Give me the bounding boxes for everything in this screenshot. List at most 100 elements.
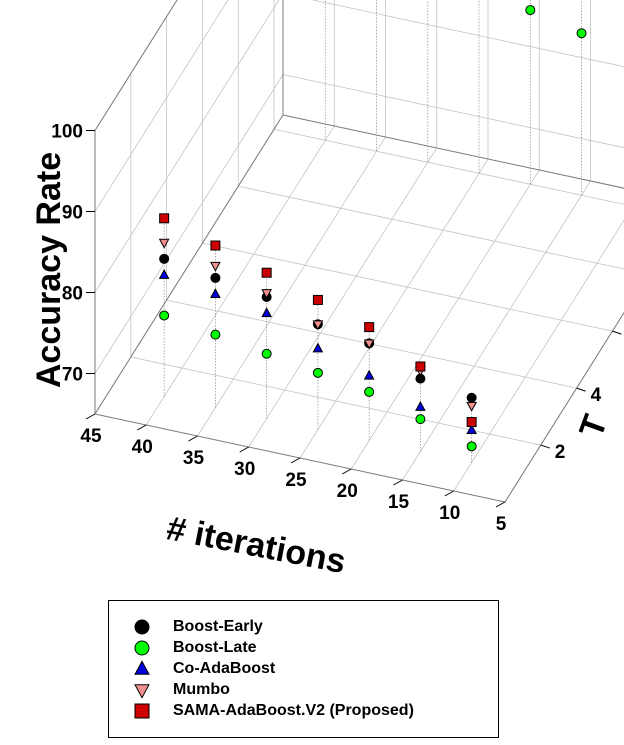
point-sama-adaboost-v2-proposed — [415, 361, 426, 372]
point-mumbo — [210, 261, 221, 272]
floor-grid-line — [453, 219, 624, 492]
legend-symbol — [134, 619, 150, 635]
floor-grid-line — [350, 169, 540, 470]
x-tick-label: 45 — [80, 426, 102, 447]
floor-grid-line — [248, 147, 438, 448]
point-boost-late — [159, 310, 170, 321]
point-mumbo — [261, 289, 272, 299]
drop-lines — [163, 0, 582, 463]
point-boost-late — [261, 348, 272, 359]
frame-edge — [94, 114, 284, 415]
side-wall-grid-line — [94, 0, 178, 131]
x-tick-mark — [342, 468, 352, 475]
floor-grid-line — [130, 356, 541, 446]
legend-label: Boost-Late — [173, 639, 257, 656]
point-sama-adaboost-v2-proposed — [261, 267, 272, 278]
legend-item: Mumbo — [131, 679, 230, 701]
legend-symbol-shape — [134, 619, 150, 635]
legend-marker-triangle-up — [131, 658, 153, 680]
point-co-adaboost — [312, 342, 324, 353]
floor-grid-line — [145, 125, 335, 426]
side-wall-grid-line — [94, 0, 280, 293]
z-tick-label: 100 — [51, 122, 83, 143]
data-markers — [158, 5, 587, 452]
x-tick-label: 25 — [285, 470, 307, 491]
legend-symbol-shape — [134, 703, 150, 719]
y-axis-title: T — [572, 410, 615, 443]
z-tick-label: 90 — [62, 203, 83, 224]
point-boost-early — [466, 392, 477, 403]
point-co-adaboost — [466, 424, 477, 434]
legend-symbol — [134, 640, 150, 656]
y-tick-label: 2 — [555, 442, 566, 463]
side-wall-grid-line — [94, 0, 229, 212]
x-tick-label: 20 — [337, 481, 358, 502]
floor-grid-line — [273, 128, 624, 205]
point-sama-adaboost-v2-proposed — [312, 294, 323, 305]
tick-labels: 45403530252015105246810708090100 — [51, 122, 622, 535]
x-tick-mark — [495, 501, 506, 508]
back-wall-grid-line — [282, 74, 624, 149]
x-tick-mark — [290, 457, 301, 464]
frame-edge — [282, 114, 624, 189]
x-tick-label: 10 — [439, 503, 460, 524]
legend-symbol-shape — [134, 660, 150, 675]
legend-symbol — [134, 660, 150, 675]
floor-grid-line — [238, 185, 624, 270]
legend-symbol — [134, 684, 150, 699]
point-boost-late — [415, 414, 426, 425]
x-tick-label: 5 — [496, 514, 507, 535]
legend-symbol — [134, 703, 150, 719]
x-tick-mark — [444, 490, 454, 497]
x-tick-label: 40 — [132, 437, 153, 458]
point-sama-adaboost-v2-proposed — [466, 417, 477, 428]
point-co-adaboost — [363, 369, 375, 380]
x-tick-mark — [137, 424, 147, 431]
point-mumbo — [158, 238, 170, 249]
y-tick-label: 4 — [591, 385, 602, 406]
point-mumbo — [363, 339, 375, 350]
x-tick-mark — [85, 413, 96, 420]
y-tick-mark — [576, 387, 586, 392]
floor-grid-line — [299, 158, 489, 459]
point-boost-late — [364, 386, 375, 397]
legend-label: Boost-Early — [173, 618, 263, 635]
x-tick-label: 30 — [234, 459, 255, 480]
x-tick-mark — [393, 479, 403, 486]
point-sama-adaboost-v2-proposed — [364, 322, 375, 333]
point-boost-late — [210, 329, 221, 340]
floor-grid-line — [197, 136, 386, 437]
y-tick-mark — [540, 444, 550, 449]
z-tick-label: 70 — [62, 365, 83, 386]
point-mumbo — [466, 401, 477, 412]
point-boost-late — [312, 367, 323, 378]
legend-symbol-shape — [134, 684, 150, 699]
x-axis-title: # iterations — [163, 509, 348, 581]
y-tick-mark — [612, 330, 622, 335]
legend-marker-circle — [131, 616, 153, 638]
legend-marker-triangle-down — [131, 679, 153, 701]
side-wall-grid-line — [94, 74, 284, 374]
legend-label: Co-AdaBoost — [173, 660, 276, 677]
axis-frame — [94, 0, 624, 503]
frame-edge — [504, 311, 624, 503]
point-boost-early — [159, 253, 170, 264]
legend-item: Boost-Late — [131, 637, 257, 659]
grid-lines — [94, 0, 624, 503]
x-tick-mark — [188, 435, 198, 442]
plot-area: 45403530252015105246810708090100 Accurac… — [30, 0, 624, 581]
point-boost-early — [210, 272, 221, 283]
x-tick-mark — [239, 446, 249, 453]
z-axis-title: Accuracy Rate — [30, 152, 68, 388]
legend-item: SAMA-AdaBoost.V2 (Proposed) — [131, 700, 414, 722]
point-boost-late — [466, 441, 477, 452]
x-tick-label: 15 — [388, 492, 410, 513]
legend-label: SAMA-AdaBoost.V2 (Proposed) — [173, 702, 414, 719]
back-wall-grid-line — [311, 0, 624, 68]
legend-symbol-shape — [134, 640, 150, 656]
point-boost-late — [576, 28, 587, 39]
floor-grid-line — [402, 180, 591, 481]
legend: Boost-Early Boost-Late Co-AdaBoost Mumbo SAM… — [108, 600, 499, 738]
legend-marker-circle — [131, 637, 153, 659]
